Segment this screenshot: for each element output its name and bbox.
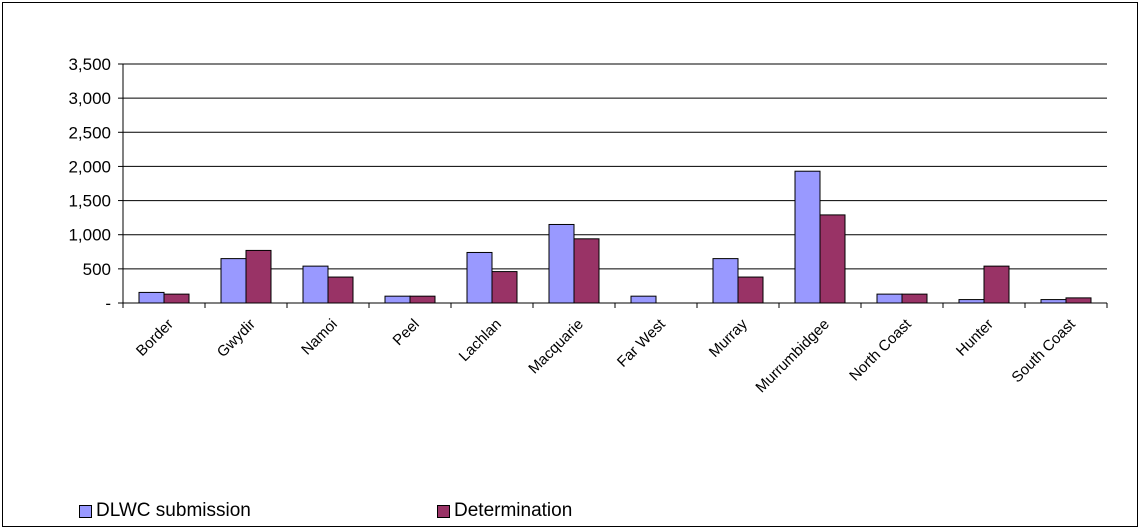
bar-dlwc-submission-namoi	[302, 265, 329, 304]
x-axis-labels: Border Gwydir Namoi Peel Lachlan Macquarie Far…	[133, 315, 1079, 396]
legend-swatch-dlwc-submission	[79, 504, 92, 518]
bar-determination-macquarie	[573, 238, 600, 304]
bar-determination-peel	[409, 295, 436, 304]
bar-determination-murrumbidgee	[819, 214, 846, 304]
bars	[138, 170, 1092, 304]
bar-determination-north-coast	[901, 293, 928, 304]
axes	[122, 64, 1108, 308]
bar-dlwc-submission-lachlan	[466, 251, 493, 304]
y-tick-label: 500	[83, 260, 111, 279]
y-tick-label: 2,500	[68, 123, 111, 142]
y-axis-ticks: - 500 1,000 1,500 2,000 2,500 3,000 3,500	[68, 55, 123, 313]
y-tick-label: 1,500	[68, 192, 111, 211]
x-tick-label: Border	[133, 316, 177, 360]
y-tick-label: 3,000	[68, 89, 111, 108]
x-tick-label: Macquarie	[525, 316, 587, 378]
x-tick-label: Hunter	[953, 316, 997, 360]
x-tick-label: Gwydir	[214, 316, 259, 361]
bar-dlwc-submission-hunter	[958, 299, 985, 304]
legend-swatch-determination	[437, 504, 450, 518]
legend-label-dlwc-submission: DLWC submission	[96, 500, 251, 521]
bar-dlwc-submission-macquarie	[548, 223, 575, 304]
x-tick-label: North Coast	[846, 315, 915, 384]
x-tick-label: Namoi	[298, 316, 341, 359]
legend-item-dlwc-submission: DLWC submission	[79, 500, 251, 522]
bar-dlwc-submission-far-west	[630, 295, 657, 304]
x-tick-label: Murrumbidgee	[752, 316, 832, 396]
bar-dlwc-submission-peel	[384, 295, 411, 304]
bar-dlwc-submission-murray	[712, 258, 739, 304]
bar-determination-murray	[737, 276, 764, 304]
bar-determination-south-coast	[1065, 297, 1092, 304]
y-tick-label: 2,000	[68, 157, 111, 176]
bar-determination-gwydir	[245, 249, 272, 304]
x-tick-label: Murray	[706, 315, 751, 360]
bar-determination-border	[163, 293, 190, 304]
x-tick-label: Lachlan	[456, 316, 505, 365]
y-tick-label: 1,000	[68, 226, 111, 245]
bar-determination-hunter	[983, 265, 1010, 304]
y-tick-label: 3,500	[68, 55, 111, 74]
bar-dlwc-submission-murrumbidgee	[794, 170, 821, 304]
bar-dlwc-submission-border	[138, 291, 165, 304]
bar-dlwc-submission-south-coast	[1040, 299, 1067, 304]
x-tick-label: Far West	[614, 315, 669, 370]
x-tick-label: Peel	[390, 316, 423, 349]
legend-label-determination: Determination	[454, 500, 573, 521]
y-tick-label: -	[105, 294, 111, 313]
bar-dlwc-submission-north-coast	[876, 293, 903, 304]
gridlines	[123, 63, 1107, 270]
legend-item-determination: Determination	[437, 500, 572, 522]
x-tick-label: South Coast	[1008, 315, 1079, 386]
bar-dlwc-submission-gwydir	[220, 258, 247, 304]
bar-determination-lachlan	[491, 271, 518, 304]
bar-chart: - 500 1,000 1,500 2,000 2,500 3,000 3,500 Borde…	[68, 55, 1108, 396]
bar-determination-namoi	[327, 276, 354, 304]
